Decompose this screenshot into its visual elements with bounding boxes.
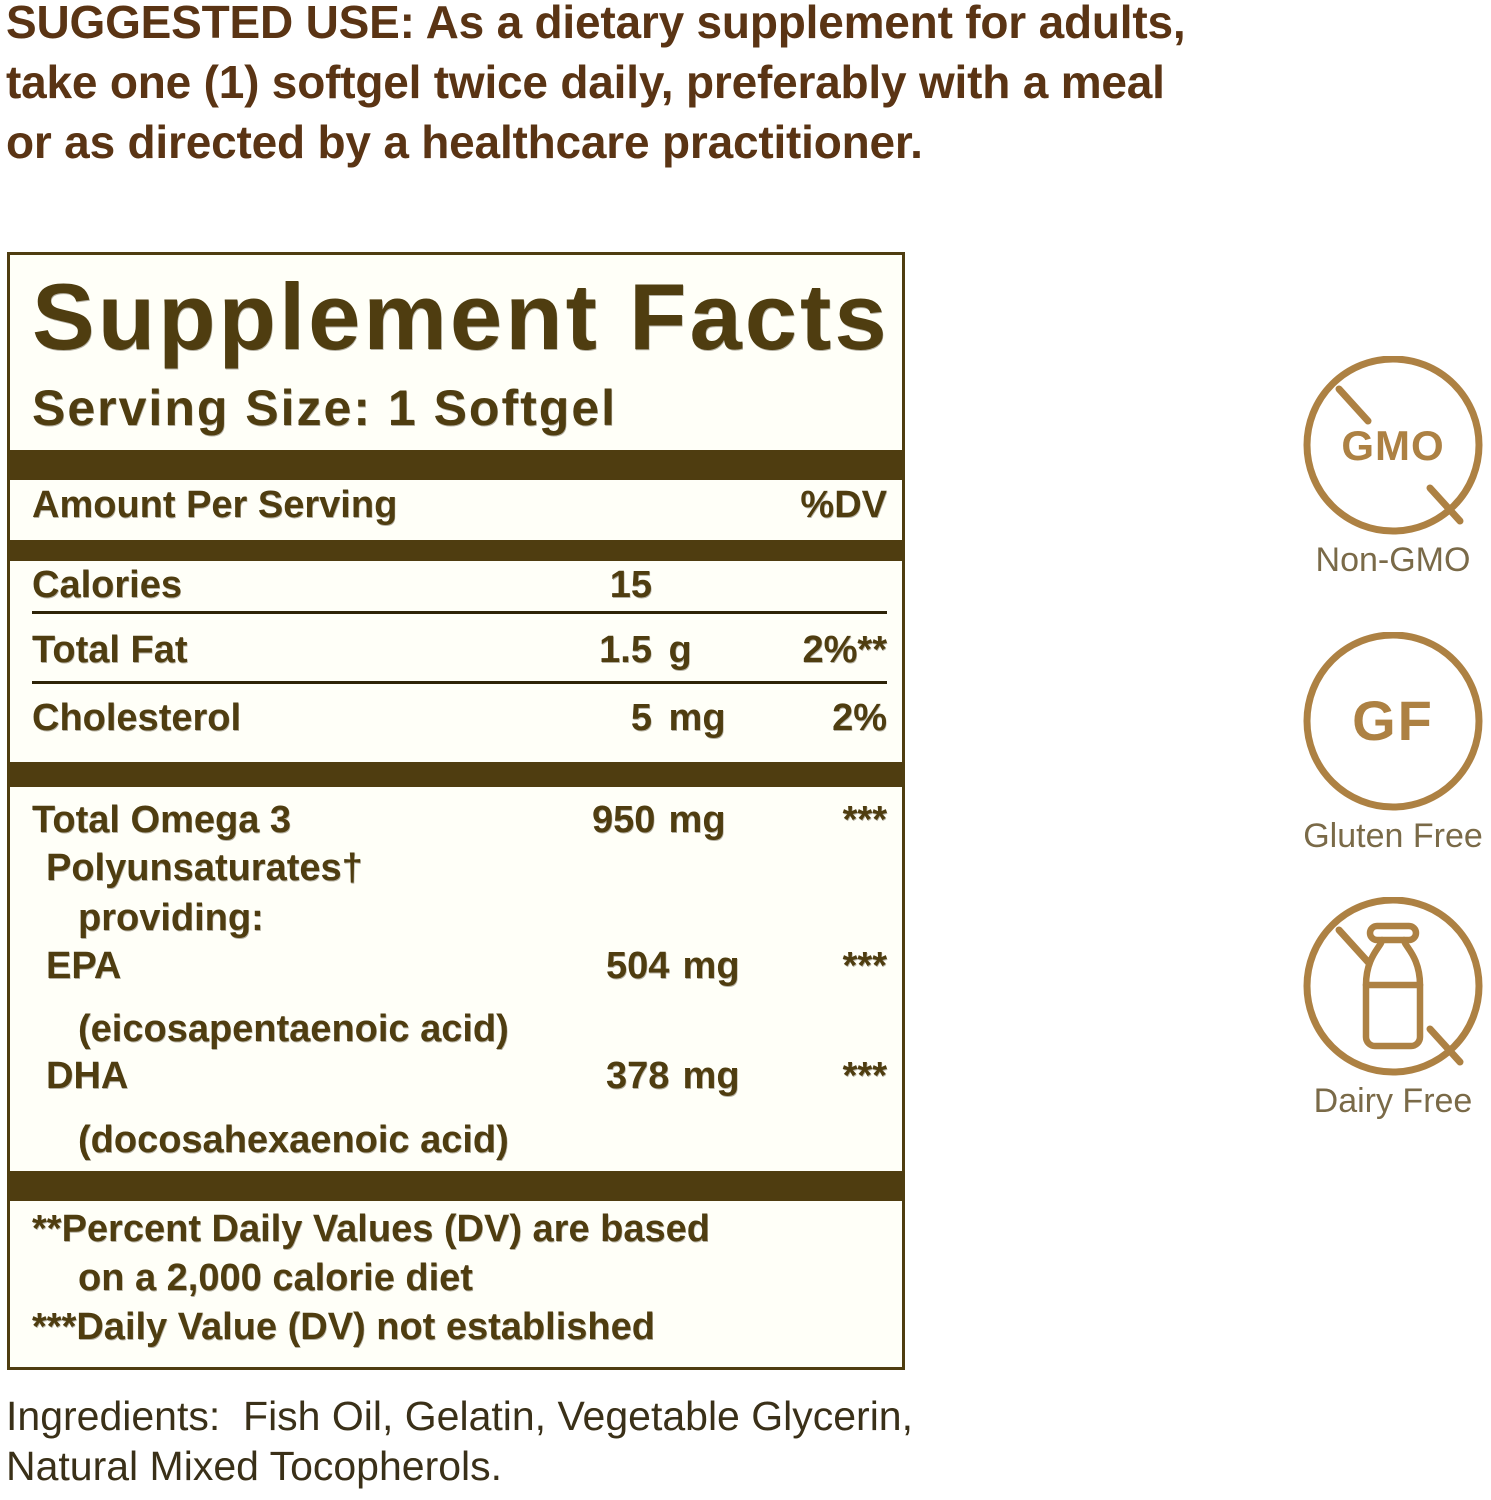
svg-text:GMO: GMO xyxy=(1341,422,1444,469)
svg-text:GF: GF xyxy=(1352,689,1434,752)
